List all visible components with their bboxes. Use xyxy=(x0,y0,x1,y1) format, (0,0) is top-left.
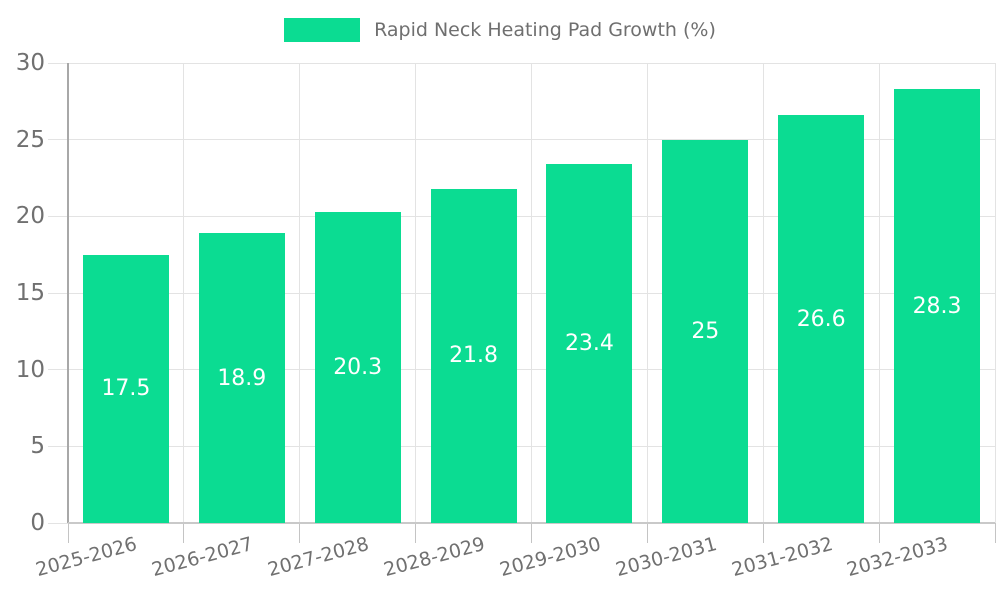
y-axis-tick xyxy=(48,139,68,141)
bar[interactable]: 23.4 xyxy=(546,164,633,523)
x-axis-label: 2026-2027 xyxy=(149,533,256,582)
legend-swatch xyxy=(284,18,361,42)
y-axis-label: 30 xyxy=(15,50,45,76)
x-axis-tick xyxy=(646,523,648,543)
gridline-vertical xyxy=(762,63,764,523)
y-axis-label: 0 xyxy=(30,510,45,536)
x-axis-tick xyxy=(67,523,69,543)
gridline-vertical xyxy=(531,63,532,523)
legend[interactable]: Rapid Neck Heating Pad Growth (%) xyxy=(0,18,1000,42)
x-axis-tick xyxy=(878,523,880,543)
gridline-vertical xyxy=(994,63,996,523)
x-axis-label: 2029-2030 xyxy=(497,533,604,582)
bar-value-label: 28.3 xyxy=(912,293,962,319)
y-axis-label: 25 xyxy=(15,126,45,153)
gridline-vertical xyxy=(183,63,185,523)
y-axis-tick xyxy=(48,62,68,64)
bar-value-label: 26.6 xyxy=(796,306,846,332)
y-axis-tick xyxy=(48,369,68,371)
bar[interactable]: 20.3 xyxy=(314,211,401,523)
y-axis-tick xyxy=(48,292,68,294)
y-axis-tick xyxy=(48,445,68,447)
bar[interactable]: 21.8 xyxy=(430,188,517,523)
x-axis-tick xyxy=(183,523,185,543)
bar[interactable]: 17.5 xyxy=(82,254,169,523)
bar-value-label: 21.8 xyxy=(449,343,499,369)
bar-value-label: 17.5 xyxy=(101,376,151,402)
x-axis-label: 2028-2029 xyxy=(381,533,488,582)
gridline-vertical xyxy=(299,63,301,523)
gridline-vertical xyxy=(415,63,417,523)
gridline-vertical xyxy=(646,63,648,523)
bar[interactable]: 26.6 xyxy=(778,115,865,523)
legend-label: Rapid Neck Heating Pad Growth (%) xyxy=(374,19,716,41)
bar-value-label: 20.3 xyxy=(333,354,383,380)
x-axis-tick xyxy=(994,523,996,543)
x-axis-tick xyxy=(531,523,532,543)
bar[interactable]: 28.3 xyxy=(894,89,981,523)
y-axis-label: 15 xyxy=(15,280,45,306)
y-axis-label: 20 xyxy=(15,203,45,230)
gridline-vertical xyxy=(878,63,880,523)
bar-value-label: 25 xyxy=(691,318,720,344)
y-axis-label: 5 xyxy=(30,433,45,460)
x-axis-tick xyxy=(762,523,764,543)
x-axis-label: 2031-2032 xyxy=(729,533,835,582)
x-axis-label: 2027-2028 xyxy=(265,533,372,582)
y-axis-line xyxy=(67,63,69,523)
y-axis-tick xyxy=(48,522,68,524)
x-axis-tick xyxy=(415,523,417,543)
bar[interactable]: 18.9 xyxy=(198,233,285,523)
x-axis-line xyxy=(68,522,995,524)
y-axis-tick xyxy=(48,215,68,217)
x-axis-label: 2025-2026 xyxy=(33,533,140,582)
x-axis-label: 2030-2031 xyxy=(613,533,720,582)
bar[interactable]: 25 xyxy=(662,139,749,523)
x-axis-label: 2032-2033 xyxy=(845,533,951,582)
x-axis-tick xyxy=(299,523,301,543)
y-axis-label: 10 xyxy=(15,356,45,383)
bar-value-label: 18.9 xyxy=(217,365,267,391)
bar-value-label: 23.4 xyxy=(564,331,614,357)
